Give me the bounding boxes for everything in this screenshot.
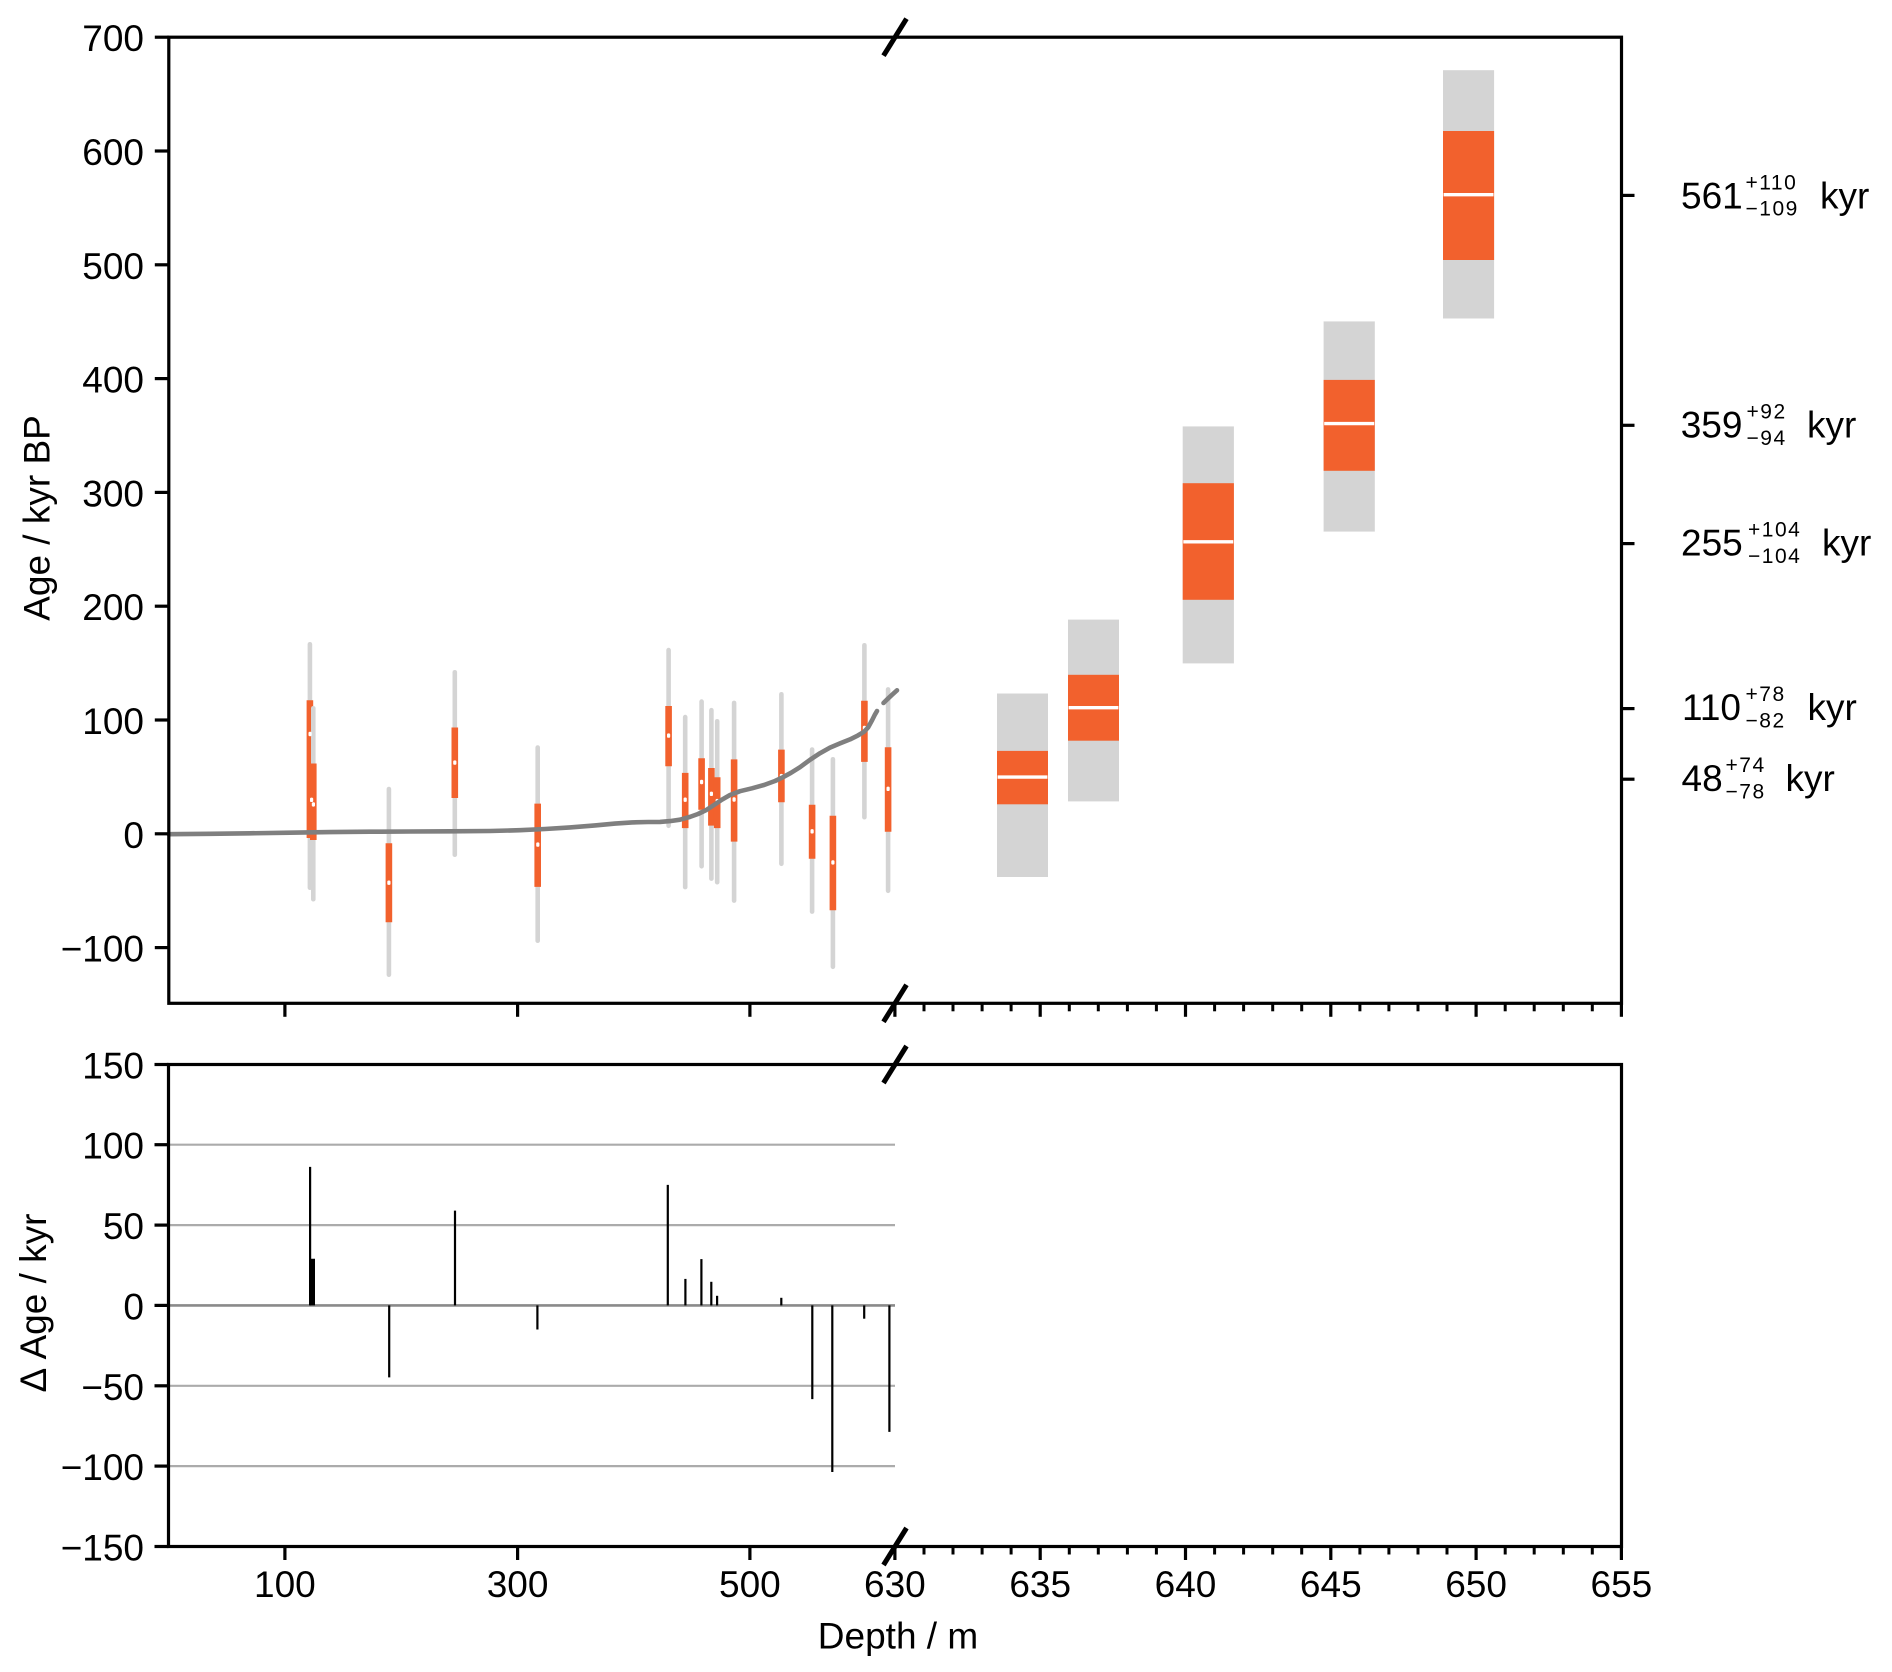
svg-text:700: 700 [82, 18, 144, 59]
svg-text:255: 255 [1681, 523, 1743, 564]
svg-text:650: 650 [1445, 1564, 1507, 1605]
svg-text:Age / kyr BP: Age / kyr BP [17, 415, 58, 621]
svg-text:359: 359 [1681, 405, 1743, 446]
svg-text:−94: −94 [1747, 427, 1787, 450]
svg-text:100: 100 [82, 1126, 144, 1167]
svg-text:−109: −109 [1746, 198, 1799, 221]
svg-text:−100: −100 [61, 1447, 144, 1488]
svg-text:110: 110 [1682, 687, 1741, 728]
svg-text:+74: +74 [1726, 754, 1766, 777]
svg-text:100: 100 [254, 1564, 316, 1605]
svg-text:−104: −104 [1748, 545, 1801, 568]
svg-text:Δ Age / kyr: Δ Age / kyr [13, 1214, 54, 1393]
svg-text:kyr: kyr [1786, 758, 1835, 799]
svg-text:−82: −82 [1746, 709, 1786, 732]
svg-text:645: 645 [1300, 1564, 1362, 1605]
svg-text:500: 500 [719, 1564, 781, 1605]
svg-text:0: 0 [123, 1286, 144, 1327]
svg-text:kyr: kyr [1822, 523, 1871, 564]
svg-text:Depth / m: Depth / m [818, 1616, 978, 1657]
svg-text:500: 500 [82, 246, 144, 287]
svg-text:150: 150 [82, 1046, 144, 1087]
svg-text:−150: −150 [61, 1527, 144, 1568]
svg-text:kyr: kyr [1820, 175, 1869, 216]
svg-text:kyr: kyr [1808, 687, 1857, 728]
svg-text:300: 300 [487, 1564, 549, 1605]
svg-text:561: 561 [1681, 175, 1743, 216]
svg-text:+110: +110 [1746, 171, 1798, 194]
svg-text:655: 655 [1591, 1564, 1653, 1605]
svg-text:300: 300 [82, 473, 144, 514]
svg-text:100: 100 [82, 701, 144, 742]
svg-text:kyr: kyr [1807, 405, 1856, 446]
svg-text:+78: +78 [1746, 683, 1786, 706]
svg-text:+104: +104 [1748, 519, 1801, 542]
svg-text:48: 48 [1682, 758, 1723, 799]
svg-text:200: 200 [82, 587, 144, 628]
svg-text:630: 630 [864, 1564, 926, 1605]
svg-text:−50: −50 [81, 1367, 144, 1408]
svg-text:600: 600 [82, 132, 144, 173]
svg-text:50: 50 [103, 1206, 144, 1247]
svg-text:635: 635 [1009, 1564, 1071, 1605]
svg-text:+92: +92 [1747, 401, 1787, 424]
svg-text:0: 0 [123, 815, 144, 856]
svg-text:−100: −100 [61, 929, 144, 970]
svg-text:−78: −78 [1726, 780, 1766, 803]
svg-text:400: 400 [82, 360, 144, 401]
svg-text:640: 640 [1155, 1564, 1217, 1605]
